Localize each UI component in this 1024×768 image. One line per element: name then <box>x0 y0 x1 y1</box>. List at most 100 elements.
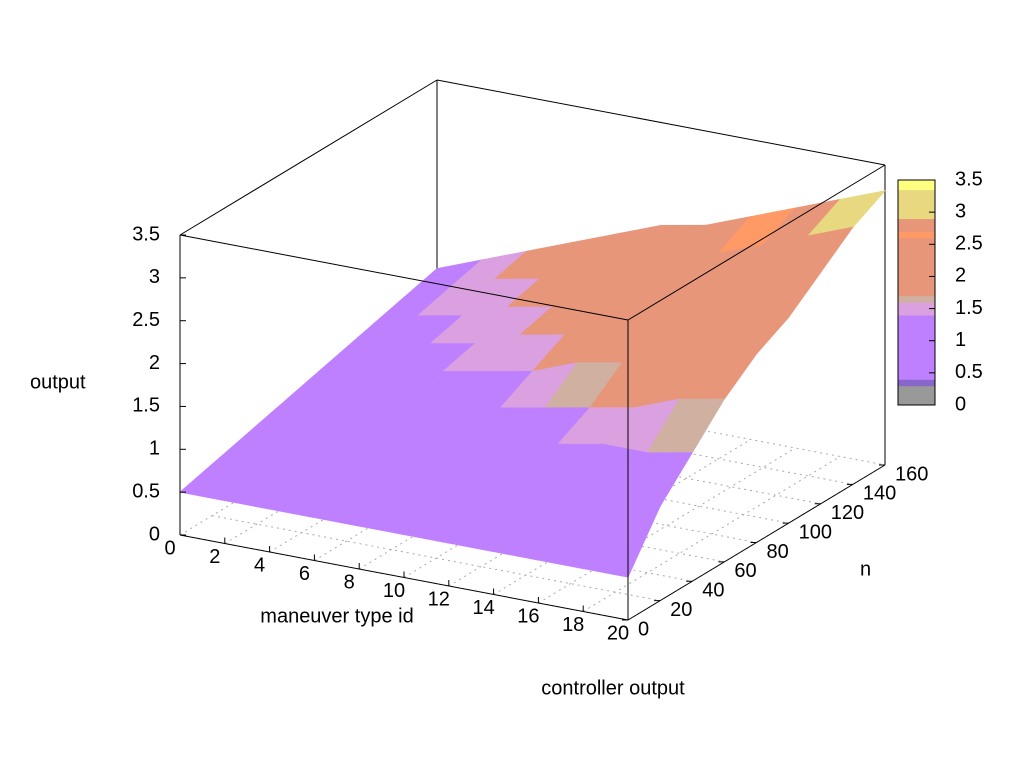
colorbar-band <box>898 297 935 300</box>
colorbar-band <box>898 355 935 358</box>
colorbar-band <box>898 337 935 340</box>
y-tick-label: 120 <box>831 502 864 524</box>
colorbar-band <box>898 192 935 195</box>
x-tick-label: 2 <box>209 546 220 568</box>
colorbar-band <box>898 223 935 226</box>
colorbar-band <box>898 215 935 218</box>
colorbar-band <box>898 250 935 253</box>
colorbar-band <box>898 212 935 215</box>
colorbar-band <box>898 385 935 388</box>
colorbar-band <box>898 396 935 400</box>
colorbar-band <box>898 313 935 316</box>
colorbar-band <box>898 207 935 210</box>
y-tick-label: 0 <box>638 618 649 640</box>
colorbar-band <box>898 257 935 260</box>
colorbar-band <box>898 244 935 247</box>
colorbar-band <box>898 258 935 261</box>
colorbar-band <box>898 210 935 213</box>
box-edge <box>179 79 438 236</box>
colorbar-band <box>898 326 935 329</box>
colorbar-band <box>898 241 935 244</box>
colorbar-band <box>898 377 935 380</box>
grid-line <box>212 515 661 602</box>
y-tick-label: 160 <box>895 463 928 485</box>
colorbar-band <box>898 340 935 343</box>
grid-line <box>436 379 886 466</box>
colorbar-band <box>898 266 935 269</box>
y-tick-label: 80 <box>767 541 789 563</box>
colorbar-band <box>898 221 935 224</box>
colorbar-band <box>898 388 935 392</box>
colorbar-band <box>898 334 935 337</box>
colorbar-tick-label: 3 <box>955 200 966 222</box>
colorbar-band <box>898 398 935 401</box>
colorbar-band <box>898 345 935 348</box>
grid-line <box>538 447 796 604</box>
colorbar-band <box>898 390 935 393</box>
colorbar-band <box>898 236 935 239</box>
grid-line <box>582 456 841 612</box>
colorbar-band <box>898 184 935 187</box>
colorbar-band <box>898 231 935 234</box>
colorbar-band <box>898 181 935 184</box>
x-tick-label: 12 <box>428 588 450 610</box>
colorbar-band <box>898 197 935 200</box>
colorbar-band <box>898 191 935 194</box>
colorbar-band <box>898 366 935 369</box>
colorbar-band <box>898 213 935 216</box>
x-axis-label: maneuver type id <box>260 605 413 627</box>
colorbar-band <box>898 358 935 361</box>
colorbar-band <box>898 350 935 353</box>
colorbar-band <box>898 270 935 273</box>
colorbar-band <box>898 204 935 207</box>
z-tick-label: 3 <box>149 266 160 288</box>
grid-line <box>276 476 725 563</box>
colorbar-band <box>898 353 935 356</box>
colorbar-band <box>898 323 935 326</box>
colorbar-band <box>898 316 935 319</box>
colorbar-band <box>898 279 935 282</box>
colorbar-band <box>898 395 935 398</box>
y-tick-label: 40 <box>702 580 724 602</box>
colorbar-band <box>898 199 935 202</box>
x-tick-label: 0 <box>164 537 175 559</box>
grid-line <box>404 398 853 485</box>
y-tick-label: 20 <box>670 599 692 621</box>
colorbar-band <box>898 218 935 221</box>
colorbar-band <box>898 239 935 242</box>
grid-line <box>308 457 757 543</box>
colorbar-band <box>898 228 935 231</box>
x-tick-label: 18 <box>562 614 584 636</box>
z-tick-label: 0 <box>149 523 160 545</box>
colorbar-band <box>898 356 935 359</box>
colorbar-band <box>898 403 935 406</box>
colorbar-band <box>898 273 935 276</box>
colorbar-band <box>898 374 935 377</box>
colorbar-band <box>898 253 935 257</box>
colorbar-band <box>898 287 935 290</box>
colorbar-tick-label: 0 <box>955 393 966 415</box>
colorbar-band <box>898 189 935 192</box>
colorbar-band <box>898 225 935 228</box>
colorbar-band <box>898 308 935 311</box>
colorbar-band <box>898 376 935 379</box>
colorbar-tick-label: 3.5 <box>955 168 983 190</box>
colorbar-band <box>898 290 935 293</box>
colorbar-band <box>898 380 935 383</box>
colorbar-band <box>898 276 935 279</box>
colorbar-band <box>898 282 935 285</box>
colorbar-band <box>898 306 935 310</box>
colorbar-band <box>898 286 935 289</box>
colorbar-band <box>898 284 935 287</box>
colorbar-border <box>897 179 936 406</box>
colorbar-band <box>898 318 935 321</box>
grid-line <box>340 437 789 524</box>
colorbar-band <box>898 208 935 212</box>
colorbar-band <box>898 364 935 367</box>
colorbar-band <box>898 180 935 183</box>
x-tick-label: 10 <box>383 580 405 602</box>
colorbar-band <box>898 271 935 274</box>
x-tick-label: 16 <box>517 605 539 627</box>
z-tick-label: 1 <box>149 438 160 460</box>
